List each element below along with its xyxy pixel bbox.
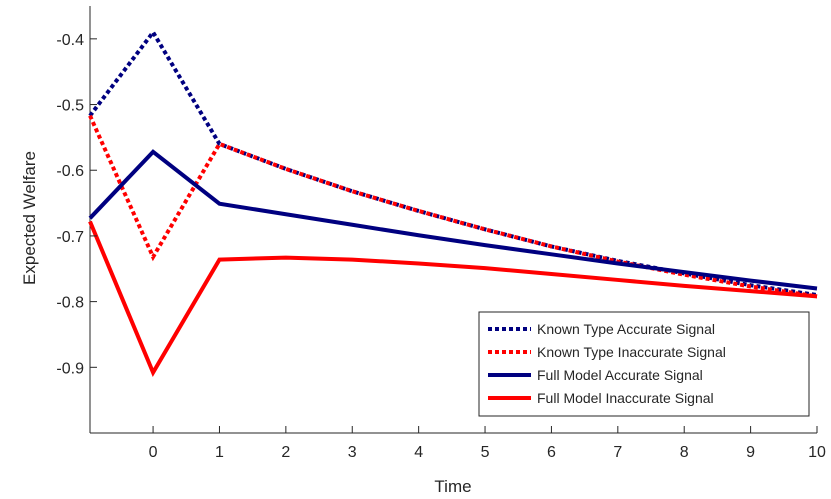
y-tick-label: -0.5 xyxy=(56,98,84,115)
x-axis-ticks: 0 1 2 3 4 5 6 7 8 9 10 xyxy=(149,426,826,461)
legend-label: Full Model Inaccurate Signal xyxy=(537,390,714,406)
x-tick-label: 6 xyxy=(547,444,556,461)
y-tick-label: -0.6 xyxy=(56,163,84,180)
x-axis-label: Time xyxy=(434,477,471,496)
x-tick-label: 1 xyxy=(215,444,224,461)
legend-label: Full Model Accurate Signal xyxy=(537,367,703,383)
x-tick-label: 3 xyxy=(348,444,357,461)
axes xyxy=(89,6,817,434)
series-line-1 xyxy=(88,28,818,298)
x-tick-label: 5 xyxy=(481,444,490,461)
x-tick-label: 2 xyxy=(281,444,290,461)
x-tick-label: 10 xyxy=(808,444,826,461)
y-tick-label: -0.9 xyxy=(56,360,84,377)
y-tick-label: -0.4 xyxy=(56,32,84,49)
x-tick-label: 4 xyxy=(414,444,423,461)
series-line-3 xyxy=(88,149,818,291)
series-line-2 xyxy=(88,114,818,299)
y-axis-ticks: -0.9 -0.8 -0.7 -0.6 -0.5 -0.4 xyxy=(56,32,97,377)
legend: Known Type Accurate Signal Known Type Ina… xyxy=(478,311,810,417)
x-tick-label: 7 xyxy=(613,444,622,461)
legend-box xyxy=(478,311,810,417)
legend-label: Known Type Inaccurate Signal xyxy=(537,344,726,360)
y-axis-label: Expected Welfare xyxy=(20,151,39,285)
series-line-4 xyxy=(88,220,818,378)
y-tick-label: -0.8 xyxy=(56,295,84,312)
legend-label: Known Type Accurate Signal xyxy=(537,321,715,337)
x-tick-label: 9 xyxy=(746,444,755,461)
x-tick-label: 0 xyxy=(149,444,158,461)
y-tick-label: -0.7 xyxy=(56,229,84,246)
plot-area xyxy=(88,28,818,378)
x-tick-label: 8 xyxy=(680,444,689,461)
